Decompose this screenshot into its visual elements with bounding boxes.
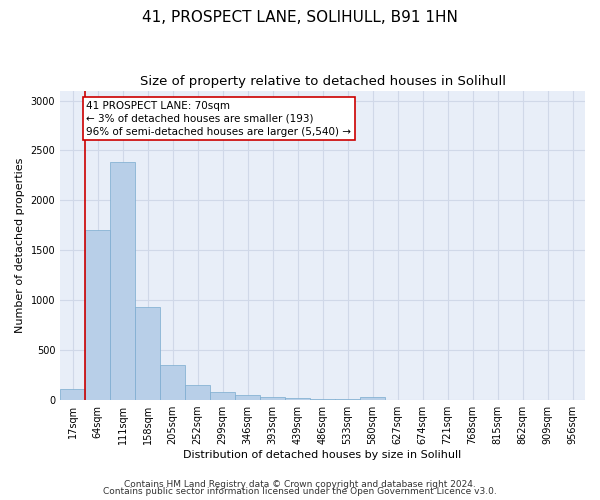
Bar — [210, 392, 235, 400]
Bar — [235, 394, 260, 400]
Bar — [110, 162, 135, 400]
X-axis label: Distribution of detached houses by size in Solihull: Distribution of detached houses by size … — [184, 450, 462, 460]
Bar — [85, 230, 110, 400]
Bar — [160, 364, 185, 400]
Bar — [60, 389, 85, 400]
Text: Contains public sector information licensed under the Open Government Licence v3: Contains public sector information licen… — [103, 487, 497, 496]
Text: 41 PROSPECT LANE: 70sqm
← 3% of detached houses are smaller (193)
96% of semi-de: 41 PROSPECT LANE: 70sqm ← 3% of detached… — [86, 100, 352, 137]
Text: 41, PROSPECT LANE, SOLIHULL, B91 1HN: 41, PROSPECT LANE, SOLIHULL, B91 1HN — [142, 10, 458, 25]
Bar — [135, 307, 160, 400]
Bar — [185, 384, 210, 400]
Y-axis label: Number of detached properties: Number of detached properties — [15, 158, 25, 333]
Bar — [310, 398, 335, 400]
Bar — [360, 398, 385, 400]
Bar — [335, 398, 360, 400]
Bar — [285, 398, 310, 400]
Bar — [260, 396, 285, 400]
Title: Size of property relative to detached houses in Solihull: Size of property relative to detached ho… — [140, 75, 506, 88]
Text: Contains HM Land Registry data © Crown copyright and database right 2024.: Contains HM Land Registry data © Crown c… — [124, 480, 476, 489]
